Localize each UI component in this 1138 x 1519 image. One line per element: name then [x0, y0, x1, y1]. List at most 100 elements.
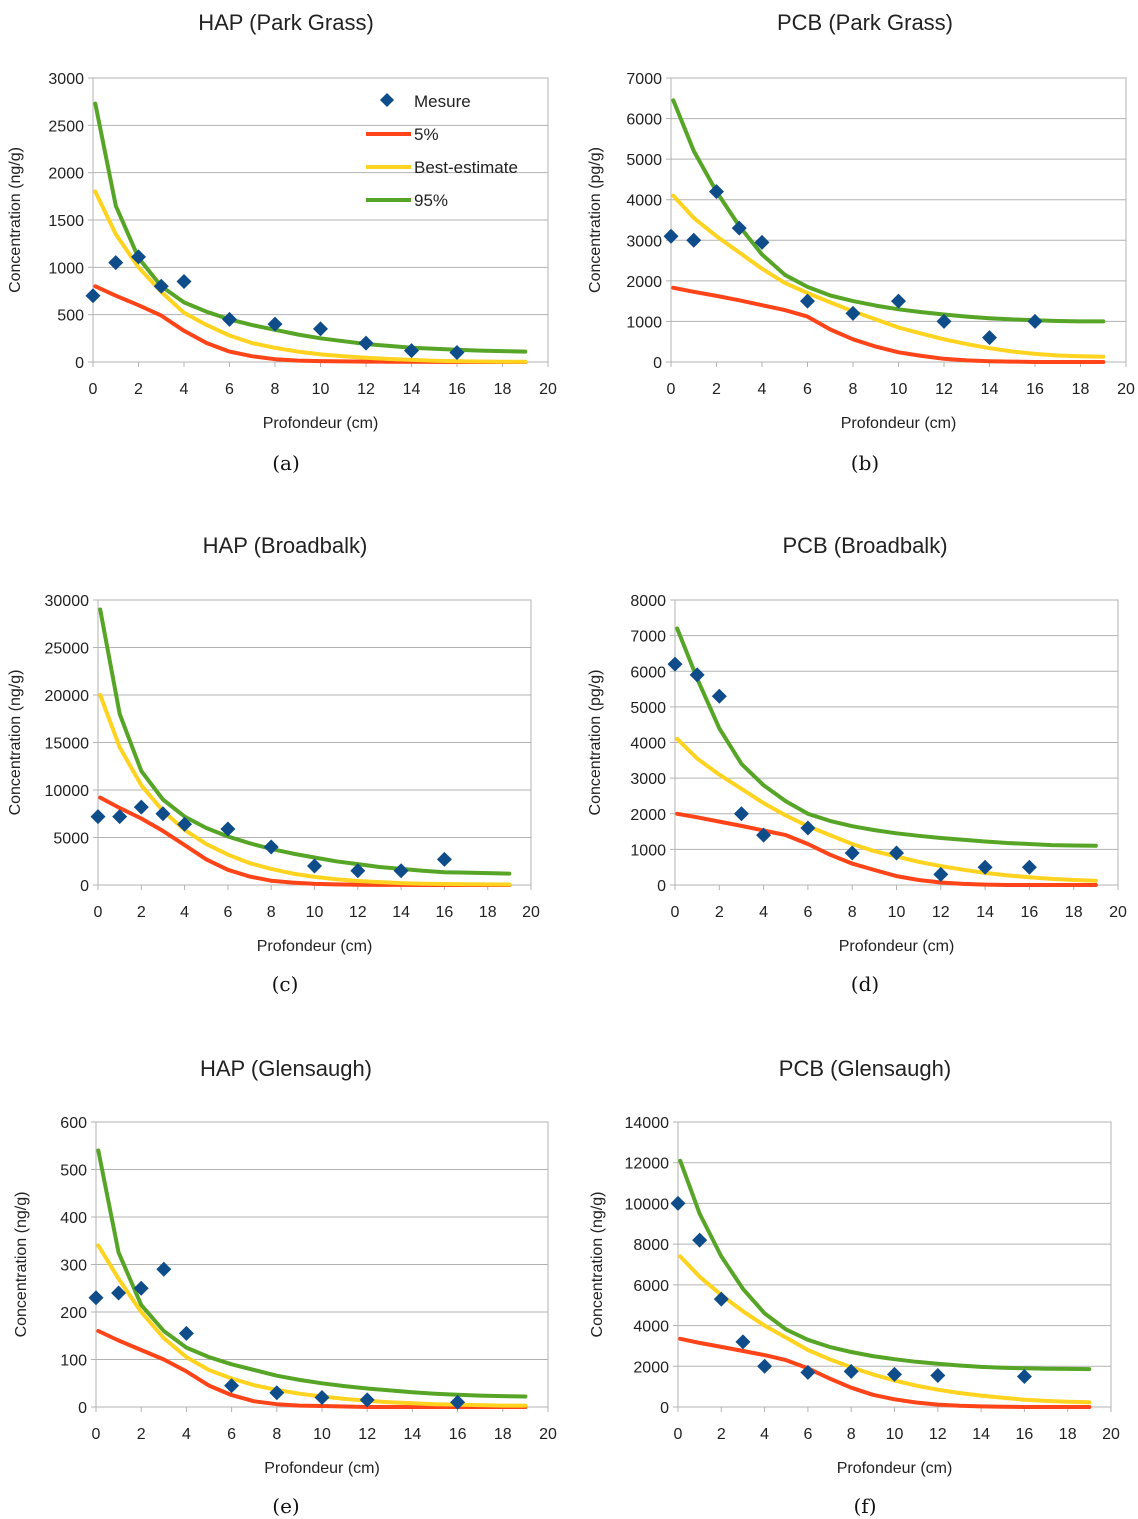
mesure-point — [90, 809, 106, 825]
mesure-point — [735, 1334, 751, 1350]
y-tick-label: 10000 — [625, 1196, 670, 1213]
y-tick-label: 6000 — [626, 112, 662, 129]
x-tick-label: 18 — [494, 381, 512, 398]
chart-title: HAP (Broadbalk) — [203, 533, 368, 558]
mesure-point — [844, 845, 860, 861]
y-tick-label: 5000 — [53, 831, 89, 848]
legend-label: Mesure — [414, 92, 471, 111]
x-tick-label: 12 — [929, 1426, 947, 1443]
series-5pct-line — [96, 1329, 528, 1409]
mesure-point — [404, 343, 419, 359]
x-tick-label: 6 — [225, 381, 234, 398]
mesure-point — [1021, 859, 1037, 875]
y-tick-label: 300 — [60, 1258, 87, 1275]
mesure-point — [263, 839, 279, 855]
mesure-point — [178, 1325, 194, 1341]
mesure-point — [891, 293, 906, 309]
chart-panel-e: HAP (Glensaugh) 0 100 200 300 400 500 600 0 2 4 6 8 1… — [13, 1056, 557, 1518]
y-axis-label: Concentration (ng/g) — [589, 1192, 606, 1338]
series-95pct-line — [671, 98, 1106, 324]
y-tick-label: 7000 — [630, 629, 666, 646]
x-tick-label: 4 — [758, 381, 767, 398]
y-tick-label: 25000 — [45, 641, 90, 658]
y-tick-label: 8000 — [630, 593, 666, 610]
x-tick-label: 20 — [1102, 1426, 1120, 1443]
mesure-point — [757, 1358, 773, 1374]
x-tick-label: 20 — [539, 381, 557, 398]
mesure-point — [977, 859, 993, 875]
y-axis-label: Concentration (ng/g) — [7, 147, 24, 293]
x-tick-label: 12 — [935, 381, 953, 398]
y-tick-label: 500 — [57, 308, 84, 325]
y-axis-label: Concentration (ng/g) — [7, 670, 24, 816]
y-tick-label: 5000 — [626, 152, 662, 169]
mesure-point — [667, 656, 683, 672]
x-tick-label: 8 — [272, 1426, 281, 1443]
x-tick-label: 0 — [667, 381, 676, 398]
x-tick-label: 10 — [890, 381, 908, 398]
y-tick-label: 2500 — [48, 118, 84, 135]
x-axis-label: Profondeur (cm) — [837, 1460, 953, 1477]
x-tick-label: 12 — [358, 1426, 376, 1443]
x-tick-label: 4 — [180, 381, 189, 398]
mesure-point — [307, 858, 322, 874]
mesure-point — [156, 1261, 172, 1277]
x-tick-label: 20 — [522, 904, 540, 921]
x-tick-label: 10 — [306, 904, 324, 921]
panel-caption: (a) — [272, 451, 300, 475]
mesure-point — [731, 220, 747, 236]
legend-label: 95% — [414, 191, 448, 210]
x-tick-label: 6 — [227, 1426, 236, 1443]
mesure-point — [845, 305, 861, 321]
y-tick-label: 14000 — [625, 1115, 670, 1132]
x-tick-label: 6 — [803, 1426, 812, 1443]
legend-label: 5% — [414, 125, 439, 144]
series-best-estimate-line — [678, 1254, 1092, 1405]
mesure-point — [689, 667, 705, 683]
mesure-point — [754, 234, 770, 250]
mesure-point — [112, 809, 128, 825]
x-tick-label: 18 — [479, 904, 497, 921]
mesure-point — [930, 1367, 946, 1383]
x-tick-label: 16 — [1026, 381, 1044, 398]
x-axis-label: Profondeur (cm) — [257, 938, 373, 955]
chart-panel-f: PCB (Glensaugh)0200040006000800010000120… — [589, 1056, 1120, 1518]
y-tick-label: 4000 — [626, 193, 662, 210]
y-tick-label: 2000 — [633, 1359, 669, 1376]
x-tick-label: 20 — [1109, 904, 1127, 921]
x-tick-label: 10 — [313, 1426, 331, 1443]
y-tick-label: 12000 — [625, 1156, 670, 1173]
series-5pct-line — [671, 285, 1106, 364]
x-tick-label: 4 — [759, 904, 768, 921]
plot-frame — [677, 1121, 1112, 1408]
x-tick-label: 0 — [674, 1426, 683, 1443]
x-tick-label: 8 — [271, 381, 280, 398]
panel-caption: (b) — [851, 451, 879, 475]
x-tick-label: 14 — [976, 904, 994, 921]
series-best-estimate-line — [93, 189, 528, 364]
x-tick-label: 16 — [1016, 1426, 1034, 1443]
mesure-point — [692, 1232, 708, 1248]
mesure-point — [663, 228, 679, 244]
mesure-point — [269, 1385, 285, 1401]
x-axis-label: Profondeur (cm) — [839, 938, 955, 955]
chart-panel-b: PCB (Park Grass) 0 1000 2000 3000 4000 5000 600… — [587, 10, 1135, 475]
x-tick-label: 18 — [1065, 904, 1083, 921]
x-tick-label: 12 — [349, 904, 367, 921]
y-tick-label: 100 — [60, 1353, 87, 1370]
chart-title: PCB (Glensaugh) — [779, 1056, 951, 1081]
mesure-point — [449, 345, 465, 361]
mesure-point — [756, 827, 772, 843]
mesure-point — [222, 311, 237, 327]
y-tick-label: 400 — [60, 1210, 87, 1227]
mesure-point — [131, 249, 146, 265]
mesure-point — [313, 321, 328, 337]
mesure-point — [108, 255, 124, 271]
series-95pct-line — [98, 607, 512, 876]
mesure-point — [436, 851, 452, 867]
y-tick-label: 7000 — [626, 71, 662, 88]
chart-title: HAP (Glensaugh) — [200, 1056, 372, 1081]
y-tick-label: 20000 — [45, 688, 90, 705]
x-tick-label: 10 — [888, 904, 906, 921]
